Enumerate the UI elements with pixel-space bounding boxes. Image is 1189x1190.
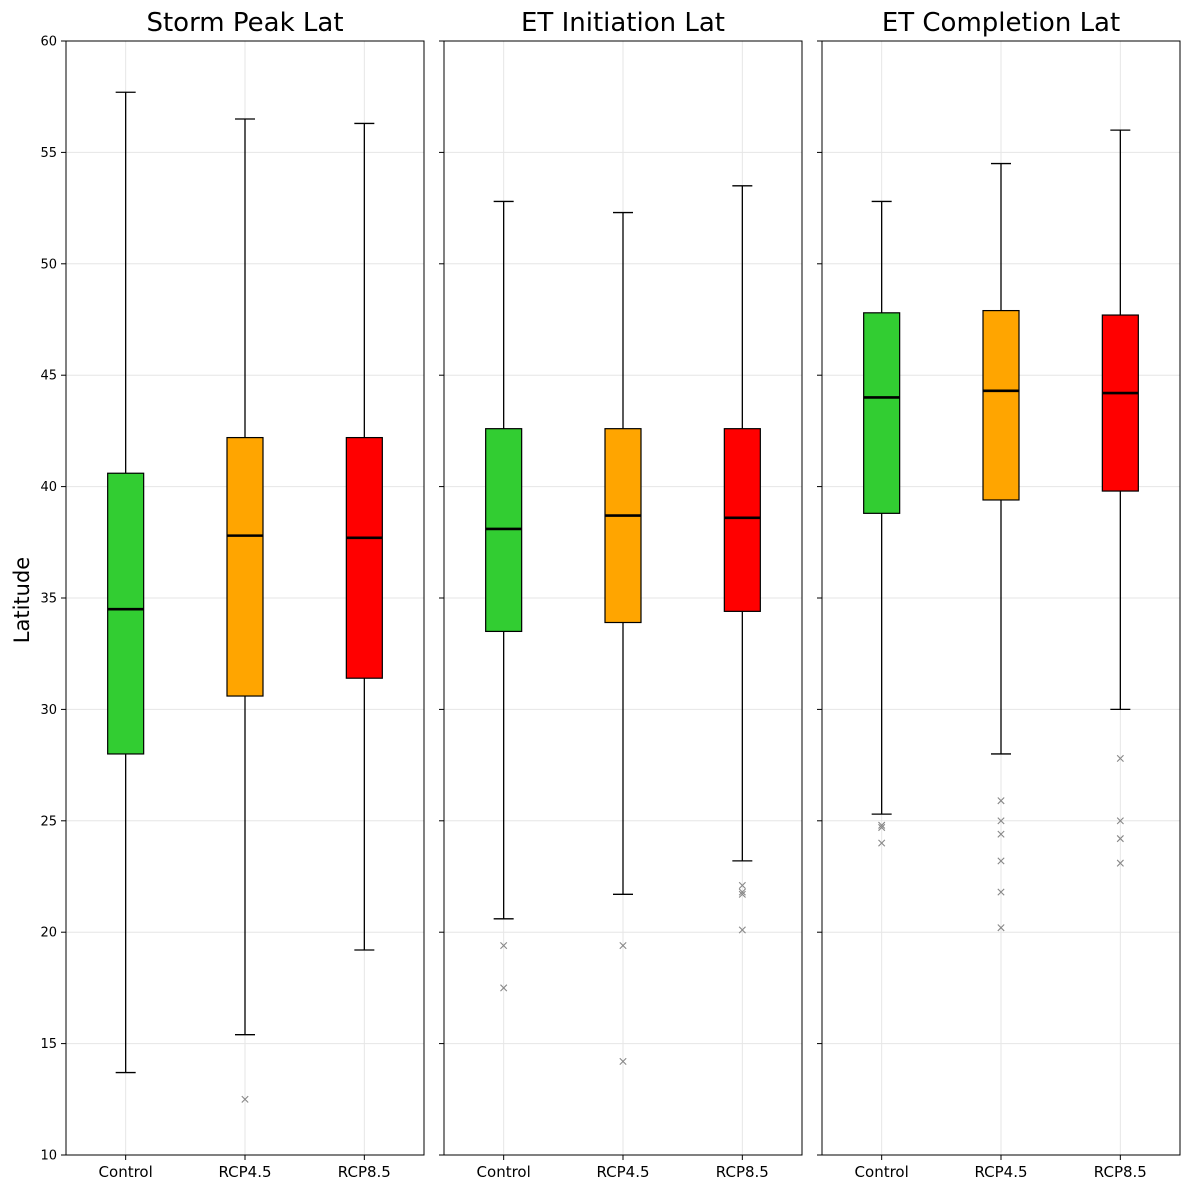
y-tick-label: 40 [40,480,57,495]
x-tick-label: RCP4.5 [596,1163,649,1181]
panel-1: 10 15 20 25 30 35 40 45 50 55 60 Control RCP4.5 RCP8.… [40,8,425,1181]
outlier-marker [1116,817,1124,825]
outlier-stroke [619,1057,627,1066]
outlier-stroke [997,888,1005,896]
iqr-box [1101,314,1139,492]
x-tick-label: Control [477,1163,531,1181]
outlier-stroke [500,984,508,992]
y-tick-label: 35 [40,592,57,607]
x-tick-label: RCP4.5 [974,1163,1027,1181]
outlier-stroke [500,941,508,950]
outlier-stroke [878,839,886,847]
outlier-marker [619,1057,627,1066]
outlier-marker [997,888,1005,896]
y-tick-label: 15 [40,1037,57,1052]
iqr-box [863,312,901,514]
outlier-marker [1116,859,1124,867]
outlier-marker [619,941,627,950]
panels: 10 15 20 25 30 35 40 45 50 55 60 Control RCP4.5 RCP8.… [40,8,1181,1181]
box-control [107,91,145,1074]
x-tick-label: RCP8.5 [338,1163,391,1181]
outlier-stroke [997,797,1005,805]
outlier-stroke [878,823,886,832]
outlier-stroke [738,888,746,896]
outlier-stroke [738,890,746,898]
outlier-stroke [878,821,886,829]
panel-title: ET Completion Lat [882,8,1120,38]
box-rcp8-5 [1101,129,1139,867]
box-rcp4-5 [226,118,264,1103]
outlier-marker [738,881,746,890]
iqr-box [107,472,145,755]
outlier-marker [997,817,1005,825]
y-tick-label: 30 [40,703,57,718]
outlier-stroke [1116,835,1124,843]
y-tick-label: 10 [40,1149,57,1164]
outlier-stroke [997,857,1005,865]
iqr-box [723,428,761,612]
outlier-marker [878,821,886,829]
outlier-stroke [619,941,627,950]
iqr-box [345,436,383,679]
outlier-stroke [997,817,1005,825]
x-tick-label: Control [99,1163,153,1181]
y-tick-label: 25 [40,814,57,829]
box-rcp8-5 [345,122,383,951]
y-tick-label: 20 [40,926,57,941]
y-tick-label: 45 [40,369,57,384]
outlier-stroke [241,1095,249,1103]
outlier-marker [1116,754,1124,763]
outlier-marker [997,830,1005,838]
outlier-marker [738,926,746,934]
x-tick-label: RCP8.5 [1094,1163,1147,1181]
outlier-marker [738,888,746,896]
box-rcp4-5 [982,162,1020,932]
outlier-marker [500,984,508,992]
panel-title: Storm Peak Lat [146,8,343,38]
outlier-stroke [1116,859,1124,867]
box-control [485,200,523,992]
box-rcp8-5 [723,185,761,934]
outlier-stroke [738,926,746,934]
y-axis-label: Latitude [10,557,34,643]
outlier-stroke [1116,754,1124,763]
y-tick-label: 60 [40,35,57,50]
box-control [863,200,901,847]
outlier-marker [738,890,746,898]
x-tick-label: Control [855,1163,909,1181]
box-rcp4-5 [604,211,642,1066]
x-tick-label: RCP8.5 [716,1163,769,1181]
outlier-marker [997,924,1005,932]
y-tick-label: 50 [40,257,57,272]
panel-3: Control RCP4.5 RCP8.5 ET Completion Lat [817,8,1181,1181]
panel-2: Control RCP4.5 RCP8.5 ET Initiation Lat [439,8,803,1181]
outlier-stroke [997,830,1005,838]
panel-title: ET Initiation Lat [521,8,725,38]
outlier-marker [241,1095,249,1103]
iqr-box [982,309,1020,501]
outlier-marker [878,823,886,832]
y-tick-label: 55 [40,146,57,161]
outlier-marker [997,797,1005,805]
outlier-marker [997,857,1005,865]
outlier-stroke [1116,817,1124,825]
outlier-marker [1116,835,1124,843]
x-tick-label: RCP4.5 [218,1163,271,1181]
outlier-marker [500,941,508,950]
outlier-marker [878,839,886,847]
iqr-box [226,436,264,697]
outlier-stroke [738,881,746,890]
outlier-stroke [997,924,1005,932]
iqr-box [604,428,642,624]
